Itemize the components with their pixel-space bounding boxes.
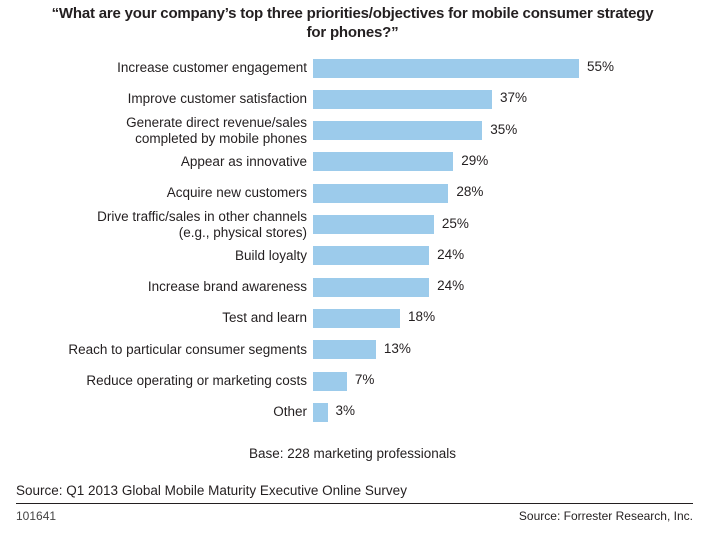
value-label: 28% [456, 184, 484, 200]
value-label: 24% [437, 278, 465, 294]
value-label: 37% [499, 90, 527, 106]
value-label: 29% [461, 152, 489, 168]
bar [313, 246, 430, 266]
chart-title-line-1: “What are your company’s top three prior… [51, 5, 654, 22]
value-label: 13% [383, 340, 411, 356]
value-label: 7% [354, 372, 375, 387]
figure-code: 101641 [16, 509, 57, 523]
bar [313, 183, 449, 203]
category-label: Reduce operating or marketing costs [86, 373, 307, 388]
footer-divider [16, 503, 693, 504]
category-label: Appear as innovative [180, 153, 307, 169]
category-label: Test and learn [222, 310, 307, 326]
category-label: Increase customer engagement [117, 60, 307, 75]
chart-title-line-2: for phones?” [306, 24, 399, 41]
category-label: Generate direct revenue/sales completed b… [126, 114, 307, 146]
bar [313, 215, 434, 234]
category-label: Improve customer satisfaction [127, 91, 307, 107]
category-label: Build loyalty [234, 247, 307, 263]
chart-title: “What are your company’s top three prior… [0, 4, 705, 42]
value-label: 24% [437, 246, 465, 262]
category-label: Other [273, 404, 307, 420]
value-label: 3% [335, 403, 356, 419]
value-label: 18% [408, 309, 436, 325]
category-label: Acquire new customers [166, 185, 307, 201]
value-label: 25% [441, 215, 469, 231]
bar [313, 89, 492, 109]
bar [313, 371, 347, 391]
bar [313, 152, 454, 172]
value-label: 35% [490, 121, 518, 137]
bar [313, 277, 430, 297]
base-note: Base: 228 marketing professionals [248, 446, 457, 461]
source-note: Source: Q1 2013 Global Mobile Maturity E… [16, 483, 407, 498]
category-label: Increase brand awareness [147, 279, 307, 295]
category-label: Drive traffic/sales in other channels (e.… [97, 208, 307, 240]
category-label: Reach to particular consumer segments [68, 341, 307, 357]
bar [313, 58, 579, 78]
credit-note: Source: Forrester Research, Inc. [518, 509, 693, 523]
bar [313, 308, 401, 328]
bar [313, 340, 376, 360]
bar [313, 121, 483, 141]
bar [313, 402, 328, 422]
value-label: 55% [587, 59, 615, 74]
bar-chart: Increase customer engagement 55% Improve c… [0, 50, 705, 440]
